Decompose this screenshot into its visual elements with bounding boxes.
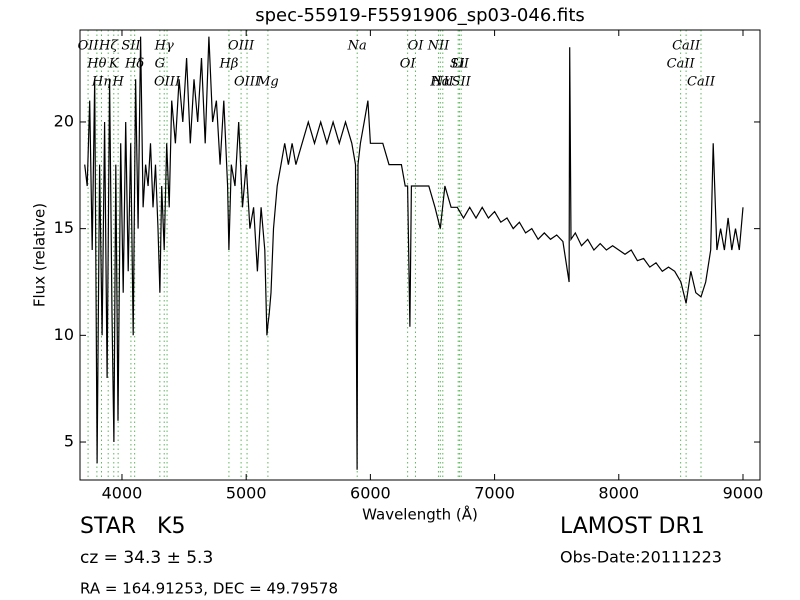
spectral-line-label: H: [111, 75, 124, 90]
x-tick-label: 8000: [598, 484, 639, 503]
x-tick-label: 7000: [474, 484, 515, 503]
spectral-line-label: Hγ: [154, 39, 174, 54]
plot-area: [84, 30, 744, 480]
x-tick-label: 4000: [102, 484, 143, 503]
spectrum-line: [84, 36, 744, 470]
spectral-line-label: Hη: [91, 75, 111, 90]
spectral-line-label: Hα: [429, 75, 450, 90]
spectral-line-label: Li: [451, 57, 465, 72]
spectral-line-label: Hβ: [218, 57, 238, 72]
spectral-line-label: NII: [431, 75, 455, 90]
y-tick-label: 5: [64, 432, 74, 451]
y-tick-label: 20: [54, 111, 74, 130]
obs-date: Obs-Date:20111223: [560, 548, 722, 567]
spectral-line-label: K: [108, 57, 120, 72]
spectral-line-label: OIII: [234, 75, 261, 90]
spectral-line-label: Hθ: [86, 57, 106, 72]
spectral-line-label: G: [155, 57, 165, 72]
spectral-line-label: Hδ: [124, 57, 144, 72]
spectral-line-label: Mg: [256, 75, 279, 90]
spectral-line-label: OI: [408, 39, 425, 54]
y-axis-label: Flux (relative): [31, 203, 49, 307]
spectral-line-label: Na: [347, 39, 367, 54]
chart-title: spec-55919-F5591906_sp03-046.fits: [255, 5, 585, 26]
object-class: STAR K5: [80, 514, 185, 539]
spectral-line-label: SII: [452, 75, 472, 90]
survey: LAMOST DR1: [560, 514, 705, 539]
x-tick-label: 6000: [350, 484, 391, 503]
spectral-line-label: OII: [78, 39, 100, 54]
spectral-line-label: Hζ: [98, 39, 118, 54]
x-tick-label: 5000: [226, 484, 267, 503]
y-tick-label: 10: [54, 325, 74, 344]
spectral-line-label: CaII: [667, 57, 696, 72]
spectral-line-label: CaII: [687, 75, 716, 90]
spectral-line-label: SII: [121, 39, 141, 54]
spectral-line-label: CaII: [672, 39, 701, 54]
y-tick-label: 15: [54, 218, 74, 237]
spectral-line-label: OIII: [228, 39, 255, 54]
spectral-line-label: SII: [450, 57, 470, 72]
redshift: cz = 34.3 ± 5.3: [80, 548, 213, 568]
coordinates: RA = 164.91253, DEC = 49.79578: [80, 580, 338, 598]
spectral-line-label: NII: [427, 39, 451, 54]
spectral-line-label: OI: [400, 57, 417, 72]
spectral-line-label: OIII: [154, 75, 181, 90]
x-axis-label: Wavelength (Å): [362, 505, 478, 524]
plot-frame: [79, 29, 761, 481]
x-tick-label: 9000: [723, 484, 764, 503]
